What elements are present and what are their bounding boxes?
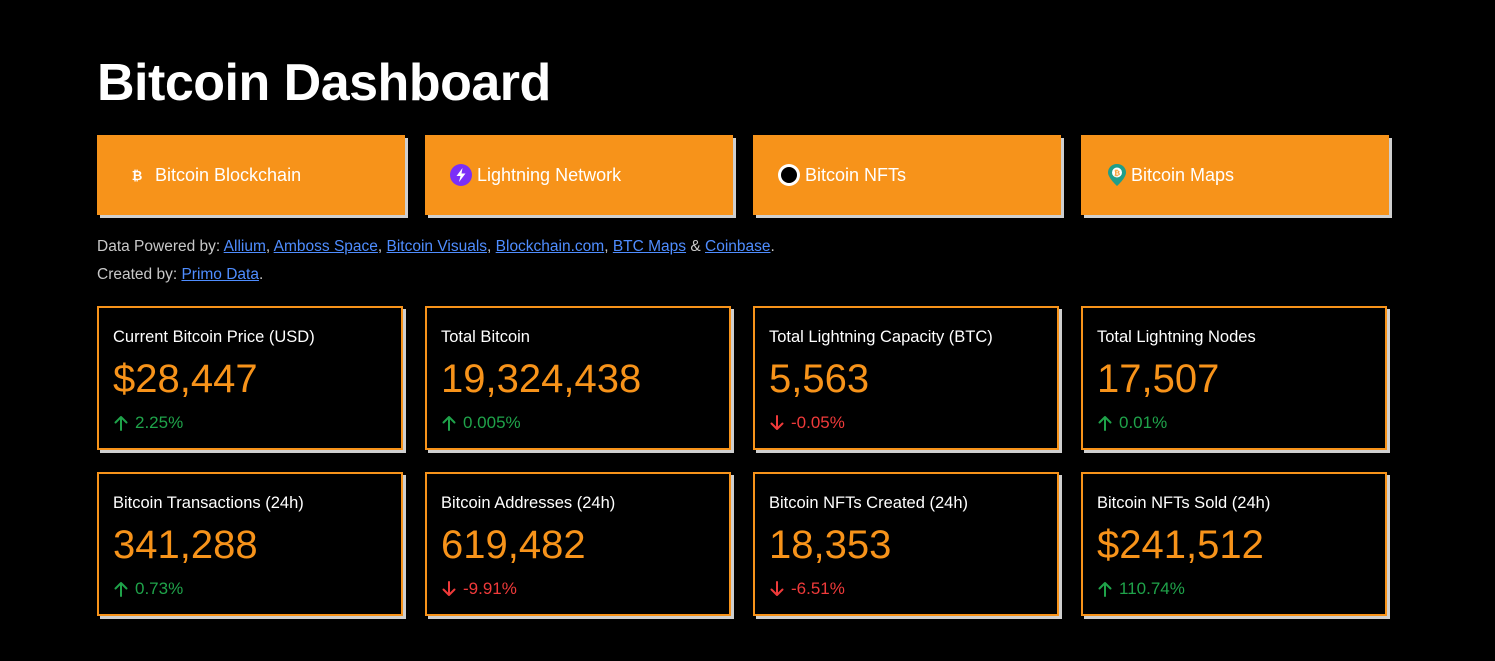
source-link-bitcoin-visuals[interactable]: Bitcoin Visuals xyxy=(386,238,488,255)
metric-label: Bitcoin NFTs Sold (24h) xyxy=(1097,494,1271,512)
source-link-blockchain-com[interactable]: Blockchain.com xyxy=(495,238,605,255)
metric-value: $28,447 xyxy=(113,357,258,401)
creator-link-primo-data[interactable]: Primo Data xyxy=(181,266,259,283)
metric-card: Total Lightning Capacity (BTC) 5,563 -0.05… xyxy=(753,306,1059,450)
metric-value: 18,353 xyxy=(769,523,892,567)
metric-card: Bitcoin NFTs Sold (24h) $241,512 110.74% xyxy=(1081,472,1387,616)
arrow-down-icon xyxy=(769,415,785,431)
metric-change: -6.51% xyxy=(769,578,1057,600)
metric-value: 17,507 xyxy=(1097,357,1220,401)
nav-button-label: Bitcoin NFTs xyxy=(805,164,907,185)
metric-change: -9.91% xyxy=(441,578,729,600)
nav-button-bitcoin-nfts[interactable]: Bitcoin NFTs xyxy=(753,135,1061,215)
nav-button-label: Bitcoin Blockchain xyxy=(155,164,302,185)
metric-change: 2.25% xyxy=(113,412,401,434)
metric-label: Bitcoin Addresses (24h) xyxy=(441,494,616,512)
nav-button-label: Lightning Network xyxy=(477,164,622,185)
map-pin-icon: ₿ xyxy=(1105,163,1129,187)
metric-value: 341,288 xyxy=(113,523,258,567)
metric-label: Total Lightning Nodes xyxy=(1097,328,1256,346)
metric-label: Total Bitcoin xyxy=(441,328,530,346)
arrow-up-icon xyxy=(441,415,457,431)
metric-change-value: -9.91% xyxy=(463,579,517,598)
metric-change-value: 0.73% xyxy=(135,579,184,598)
metric-card: Total Lightning Nodes 17,507 0.01% xyxy=(1081,306,1387,450)
metric-label: Total Lightning Capacity (BTC) xyxy=(769,328,993,346)
metric-value: 19,324,438 xyxy=(441,357,642,401)
source-link-amboss-space[interactable]: Amboss Space xyxy=(273,238,378,255)
metric-card: Bitcoin Transactions (24h) 341,288 0.73% xyxy=(97,472,403,616)
nav-button-label: Bitcoin Maps xyxy=(1131,164,1235,185)
separator: , xyxy=(487,238,496,255)
metric-change: -0.05% xyxy=(769,412,1057,434)
metric-value: 5,563 xyxy=(769,357,870,401)
metric-change-value: -0.05% xyxy=(791,413,845,432)
metric-change: 0.73% xyxy=(113,578,401,600)
period: . xyxy=(258,266,264,283)
ordinals-icon xyxy=(777,163,801,187)
lightning-icon xyxy=(449,163,473,187)
arrow-up-icon xyxy=(113,415,129,431)
created-by-label: Created by: xyxy=(97,266,182,283)
arrow-down-icon xyxy=(441,581,457,597)
powered-by-label: Data Powered by: xyxy=(97,238,224,255)
ampersand: & xyxy=(686,238,705,255)
arrow-up-icon xyxy=(1097,581,1113,597)
separator: , xyxy=(604,238,613,255)
nav-button-bitcoin-maps[interactable]: ₿ Bitcoin Maps xyxy=(1081,135,1389,215)
source-link-btc-maps[interactable]: BTC Maps xyxy=(612,238,687,255)
metric-change-value: 2.25% xyxy=(135,413,184,432)
arrow-down-icon xyxy=(769,581,785,597)
metric-card: Bitcoin Addresses (24h) 619,482 -9.91% xyxy=(425,472,731,616)
metric-label: Bitcoin NFTs Created (24h) xyxy=(769,494,968,512)
metric-value: $241,512 xyxy=(1097,523,1264,567)
created-by-line: Created by: Primo Data. xyxy=(97,261,775,289)
metric-change: 0.005% xyxy=(441,412,729,434)
metric-change-value: -6.51% xyxy=(791,579,845,598)
arrow-up-icon xyxy=(113,581,129,597)
svg-text:₿: ₿ xyxy=(1114,169,1120,178)
metric-card: Current Bitcoin Price (USD) $28,447 2.25% xyxy=(97,306,403,450)
page-title: Bitcoin Dashboard xyxy=(97,54,551,112)
period: . xyxy=(770,238,775,255)
metric-change: 110.74% xyxy=(1097,578,1385,600)
nav-buttons: ₿ Bitcoin Blockchain Lightning Network xyxy=(97,135,1392,217)
arrow-up-icon xyxy=(1097,415,1113,431)
nav-button-lightning-network[interactable]: Lightning Network xyxy=(425,135,733,215)
metric-change: 0.01% xyxy=(1097,412,1385,434)
credits: Data Powered by: Allium, Amboss Space, B… xyxy=(97,233,775,289)
metric-change-value: 110.74% xyxy=(1119,579,1185,598)
source-link-coinbase[interactable]: Coinbase xyxy=(705,238,771,255)
metric-label: Bitcoin Transactions (24h) xyxy=(113,494,304,512)
metric-value: 619,482 xyxy=(441,523,586,567)
nav-button-bitcoin-blockchain[interactable]: ₿ Bitcoin Blockchain xyxy=(97,135,405,215)
metric-label: Current Bitcoin Price (USD) xyxy=(113,328,315,346)
metric-change-value: 0.005% xyxy=(463,413,521,432)
metric-card: Bitcoin NFTs Created (24h) 18,353 -6.51% xyxy=(753,472,1059,616)
bitcoin-icon: ₿ xyxy=(125,163,149,187)
metric-card: Total Bitcoin 19,324,438 0.005% xyxy=(425,306,731,450)
separator: , xyxy=(265,238,274,255)
separator: , xyxy=(377,238,387,255)
data-sources-line: Data Powered by: Allium, Amboss Space, B… xyxy=(97,233,775,261)
svg-text:₿: ₿ xyxy=(132,169,143,183)
metric-change-value: 0.01% xyxy=(1119,413,1168,432)
source-link-allium[interactable]: Allium xyxy=(223,238,266,255)
